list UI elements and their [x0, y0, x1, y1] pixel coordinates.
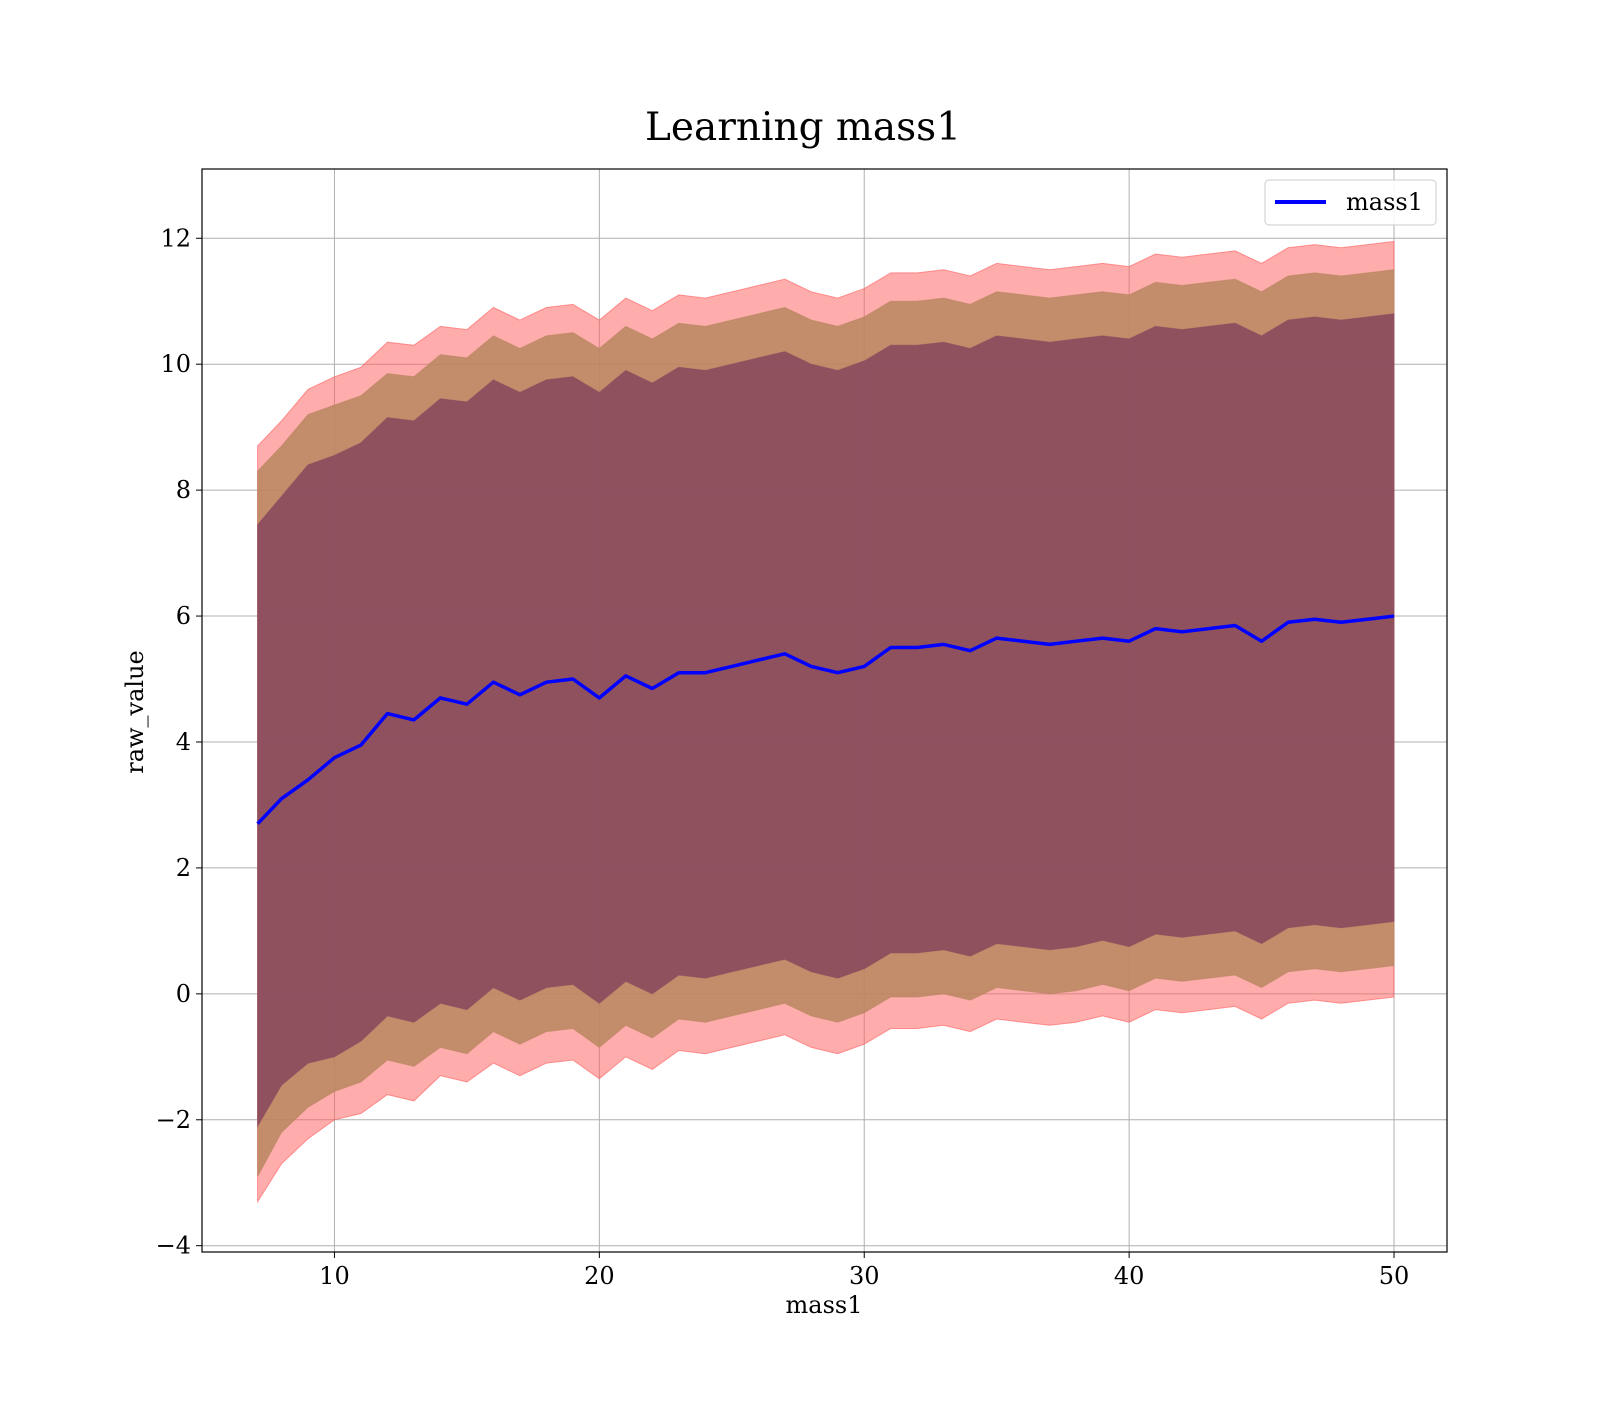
- x-tick-label-4: 50: [1379, 1262, 1410, 1290]
- y-tick-label-6: 8: [176, 476, 191, 504]
- y-tick-label-2: 0: [176, 980, 191, 1008]
- plot-area-frame: [201, 168, 1448, 1253]
- band-inner: [257, 313, 1395, 1128]
- y-tick-label-1: −2: [156, 1106, 191, 1134]
- y-tick-label-5: 6: [176, 602, 191, 630]
- legend-label-mass1: mass1: [1346, 188, 1423, 216]
- x-tick-label-3: 40: [1114, 1262, 1145, 1290]
- x-axis-label: mass1: [786, 1291, 863, 1319]
- x-tick-label-2: 30: [849, 1262, 880, 1290]
- y-tick-label-7: 10: [160, 350, 191, 378]
- y-tick-label-8: 12: [160, 224, 191, 252]
- y-axis-ticks: −4 −2 0 2 4 6 8 10 12: [156, 224, 202, 1260]
- y-tick-label-3: 2: [176, 854, 191, 882]
- series-lines: [256, 614, 1395, 826]
- chart-title: Learning mass1: [645, 105, 961, 150]
- confidence-bands: [257, 240, 1395, 1204]
- x-tick-label-0: 10: [319, 1262, 350, 1290]
- y-tick-label-4: 4: [176, 728, 191, 756]
- y-tick-label-0: −4: [156, 1232, 191, 1260]
- legend: mass1: [1264, 179, 1437, 226]
- x-tick-label-1: 20: [584, 1262, 615, 1290]
- legend-box: [1264, 179, 1437, 226]
- x-axis-ticks: 10 20 30 40 50: [319, 1252, 1409, 1290]
- series-line-0: [256, 614, 1395, 826]
- y-axis-label: raw_value: [121, 650, 149, 774]
